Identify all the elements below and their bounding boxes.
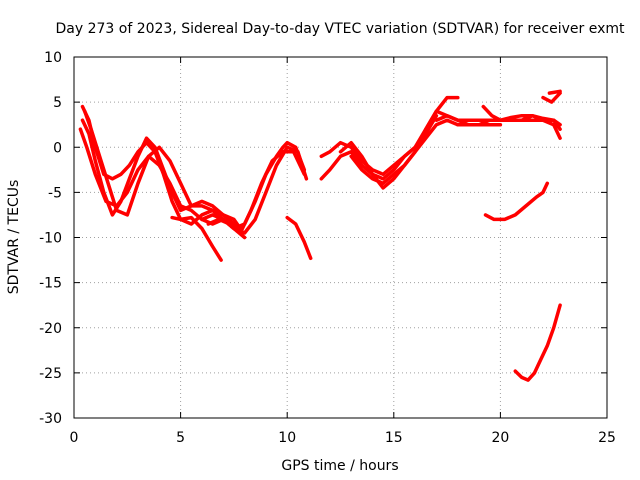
y-tick-label: 10 (44, 50, 62, 66)
y-tick-label: 5 (53, 95, 62, 111)
series-trace-3 (78, 127, 236, 231)
series-trace-5 (170, 215, 223, 262)
series-trace-18 (547, 89, 562, 95)
x-tick-label: 5 (176, 430, 185, 446)
y-tick-label: -25 (39, 366, 62, 382)
series-group (78, 89, 562, 382)
series-trace-20 (513, 303, 562, 382)
series-trace-17 (541, 91, 562, 104)
y-tick-label: -15 (39, 276, 62, 292)
series-trace-4 (82, 109, 243, 235)
y-tick-label: -30 (39, 411, 62, 427)
axis-ticks: 0 5 10 15 20 25 -30 -25 -20 -15 -10 -5 0 5 10 (39, 50, 616, 446)
x-tick-label: 15 (385, 430, 403, 446)
x-tick-label: 0 (70, 430, 79, 446)
x-tick-label: 25 (598, 430, 616, 446)
chart-title: Day 273 of 2023, Sidereal Day-to-day VTE… (56, 21, 626, 37)
y-tick-label: 0 (53, 140, 62, 156)
x-tick-label: 10 (278, 430, 296, 446)
series-trace-6 (200, 140, 307, 231)
series-trace-19 (483, 181, 550, 222)
series-trace-8 (221, 145, 309, 235)
y-tick-label: -5 (48, 185, 62, 201)
y-tick-label: -10 (39, 231, 62, 247)
grid-lines (74, 57, 607, 418)
series-trace-16 (481, 104, 562, 127)
x-axis-label: GPS time / hours (281, 458, 398, 474)
y-tick-label: -20 (39, 321, 62, 337)
x-tick-label: 20 (491, 430, 509, 446)
y-axis-label: SDTVAR / TECUs (6, 180, 22, 295)
series-trace-9 (285, 215, 313, 261)
plot-frame (73, 56, 608, 419)
